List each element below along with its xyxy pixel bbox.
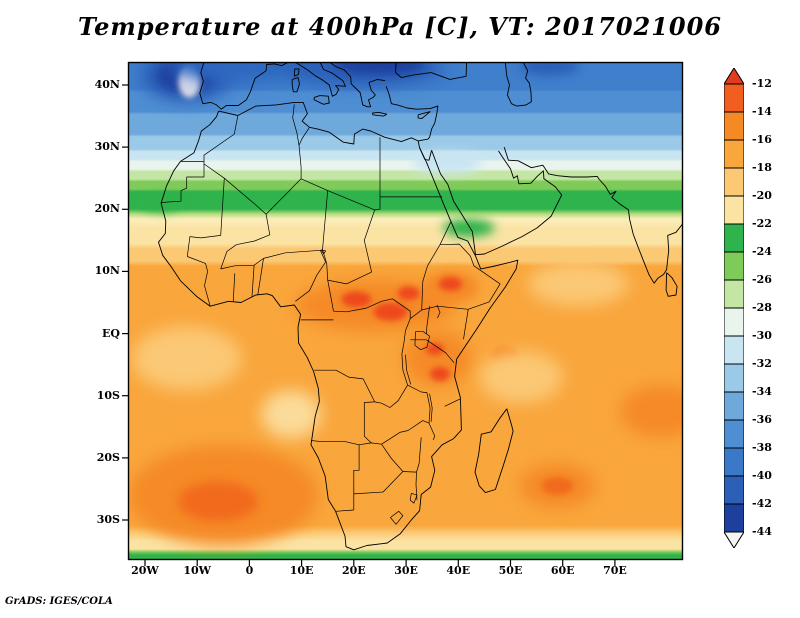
colorbar xyxy=(723,67,745,549)
x-tick-label: 10W xyxy=(183,564,211,577)
colorbar-label: -44 xyxy=(752,524,772,538)
y-tick-label: 20N xyxy=(94,202,120,216)
colorbar-label: -26 xyxy=(752,272,772,286)
x-tick-label: 60E xyxy=(550,564,575,577)
y-tick-label: 30N xyxy=(94,140,120,154)
y-tick-label: 40N xyxy=(94,78,120,91)
y-tick-label: 10N xyxy=(94,264,120,278)
colorbar-label: -36 xyxy=(752,412,772,426)
chart-title: Temperature at 400hPa [C], VT: 201702100… xyxy=(77,12,723,41)
colorbar-label: -30 xyxy=(752,328,772,342)
y-tick-label: 30S xyxy=(96,512,120,526)
colorbar-label: -16 xyxy=(752,132,772,146)
x-tick-label: 0 xyxy=(245,564,254,577)
colorbar-label: -20 xyxy=(752,188,772,202)
colorbar-label: -28 xyxy=(752,300,772,314)
y-tick-label: EQ xyxy=(102,326,120,340)
colorbar-label: -18 xyxy=(752,160,772,174)
x-tick-label: 70E xyxy=(603,564,627,577)
colorbar-label: -12 xyxy=(752,76,772,90)
colorbar-label: -42 xyxy=(752,496,772,510)
x-tick-label: 40E xyxy=(446,564,471,577)
colorbar-label: -40 xyxy=(752,468,772,482)
colorbar-label: -38 xyxy=(752,440,772,454)
colorbar-label: -22 xyxy=(752,216,772,230)
y-tick-label: 10S xyxy=(96,388,120,402)
y-tick-label: 20S xyxy=(96,450,120,464)
colorbar-label: -14 xyxy=(752,104,772,118)
x-tick-label: 50E xyxy=(498,564,523,577)
colorbar-scale xyxy=(723,67,745,549)
x-tick-label: 20E xyxy=(341,564,366,577)
colorbar-label: -34 xyxy=(752,384,772,398)
x-tick-label: 10E xyxy=(289,564,314,577)
map-plot xyxy=(122,61,684,566)
grads-credit: GrADS: IGES/COLA xyxy=(5,596,113,607)
colorbar-label: -24 xyxy=(752,244,772,258)
colorbar-label: -32 xyxy=(752,356,772,370)
x-tick-label: 20W xyxy=(131,564,159,577)
temperature-contour-map xyxy=(122,61,684,566)
x-tick-label: 30E xyxy=(394,564,418,577)
